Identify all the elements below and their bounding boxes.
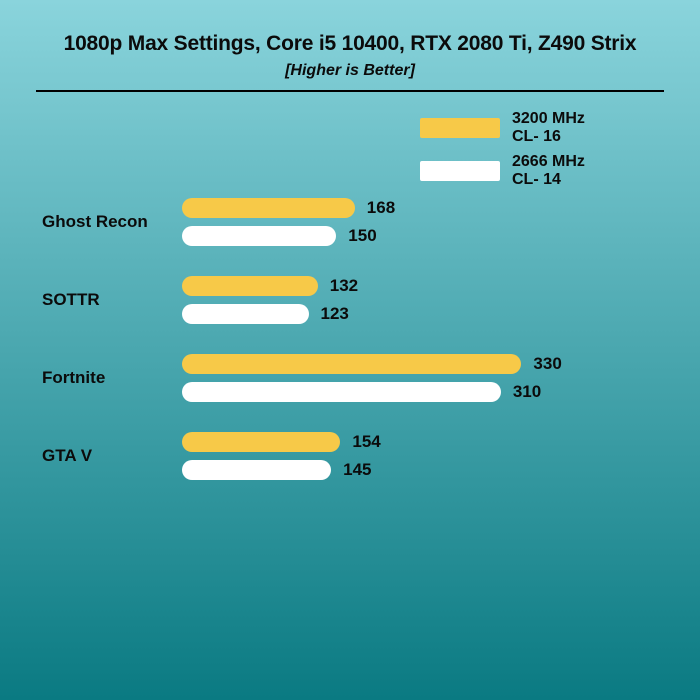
category-label: SOTTR bbox=[42, 290, 182, 310]
category-label: GTA V bbox=[42, 446, 182, 466]
bar-row: 154 bbox=[182, 432, 650, 452]
bar-row: 310 bbox=[182, 382, 650, 402]
bar bbox=[182, 198, 355, 218]
bar bbox=[182, 354, 521, 374]
bar-value: 168 bbox=[367, 198, 395, 218]
bar-value: 123 bbox=[321, 304, 349, 324]
bar-value: 310 bbox=[513, 382, 541, 402]
bar bbox=[182, 276, 318, 296]
legend-label: 3200 MHz CL- 16 bbox=[512, 110, 585, 147]
chart-subtitle: [Higher is Better] bbox=[30, 62, 670, 80]
bar-group: SOTTR132123 bbox=[42, 276, 650, 324]
bar-group: GTA V154145 bbox=[42, 432, 650, 480]
bar-row: 145 bbox=[182, 460, 650, 480]
bar-value: 132 bbox=[330, 276, 358, 296]
bar-row: 330 bbox=[182, 354, 650, 374]
legend-item: 3200 MHz CL- 16 bbox=[420, 110, 585, 147]
bar-value: 154 bbox=[352, 432, 380, 452]
bar-value: 330 bbox=[533, 354, 561, 374]
category-label: Ghost Recon bbox=[42, 212, 182, 232]
bar bbox=[182, 460, 331, 480]
divider bbox=[36, 90, 664, 92]
bar-pair: 330310 bbox=[182, 354, 650, 402]
bar-group: Ghost Recon168150 bbox=[42, 198, 650, 246]
bar-row: 132 bbox=[182, 276, 650, 296]
bar bbox=[182, 382, 501, 402]
legend-swatch bbox=[420, 118, 500, 138]
bar-pair: 132123 bbox=[182, 276, 650, 324]
bar-row: 168 bbox=[182, 198, 650, 218]
bar bbox=[182, 432, 340, 452]
bar-chart: Ghost Recon168150SOTTR132123Fortnite3303… bbox=[30, 198, 670, 480]
bar-pair: 154145 bbox=[182, 432, 650, 480]
bar-row: 123 bbox=[182, 304, 650, 324]
bar-pair: 168150 bbox=[182, 198, 650, 246]
legend-item: 2666 MHz CL- 14 bbox=[420, 153, 585, 190]
chart-title: 1080p Max Settings, Core i5 10400, RTX 2… bbox=[30, 32, 670, 56]
bar-value: 145 bbox=[343, 460, 371, 480]
bar bbox=[182, 226, 336, 246]
legend-label: 2666 MHz CL- 14 bbox=[512, 153, 585, 190]
bar bbox=[182, 304, 309, 324]
bar-group: Fortnite330310 bbox=[42, 354, 650, 402]
legend-swatch bbox=[420, 161, 500, 181]
bar-value: 150 bbox=[348, 226, 376, 246]
bar-row: 150 bbox=[182, 226, 650, 246]
legend: 3200 MHz CL- 16 2666 MHz CL- 14 bbox=[420, 110, 630, 190]
category-label: Fortnite bbox=[42, 368, 182, 388]
